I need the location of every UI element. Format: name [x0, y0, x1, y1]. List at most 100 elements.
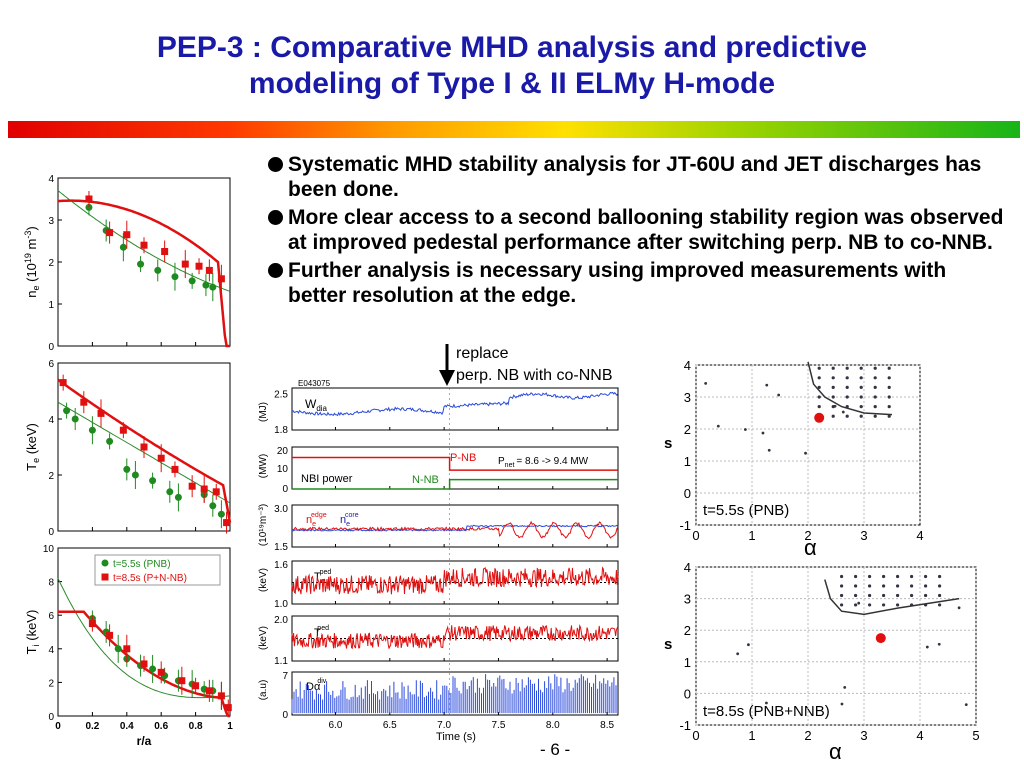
mode-point — [896, 593, 900, 598]
trace-y-tick: 1.1 — [274, 656, 288, 667]
mode-point — [831, 376, 835, 380]
profile-legend: t=5.5s (PNB) t=8.5s (P+N-NB) — [94, 554, 221, 586]
title-line-1: PEP-3 : Comparative MHD analysis and pre… — [156, 31, 868, 64]
mode-point — [924, 584, 928, 588]
y-tick-label: 2 — [48, 258, 54, 269]
pnb-point — [166, 488, 174, 496]
mode-point — [765, 701, 768, 705]
pnnb-point — [140, 241, 148, 249]
bullet-dot-icon — [268, 263, 283, 278]
y-tick-label: 4 — [48, 645, 54, 656]
mode-point — [840, 593, 844, 598]
pnnb-point — [205, 687, 213, 695]
x-tick-label: 0.8 — [189, 721, 203, 732]
mode-point — [845, 385, 849, 389]
mode-point — [887, 405, 891, 409]
bullet-item: Systematic MHD stability analysis for JT… — [268, 152, 1008, 202]
mode-point — [817, 376, 821, 380]
mode-point — [910, 593, 914, 598]
pnnb-point — [205, 266, 213, 274]
stability-y-tick: 2 — [684, 623, 691, 638]
ne-edge-trace — [291, 520, 619, 540]
mode-point — [831, 414, 835, 418]
mode-point — [873, 376, 877, 380]
te-axis-label: Te (keV) — [24, 423, 41, 471]
profile-x-label: r/a — [137, 734, 152, 748]
mode-point — [910, 584, 914, 588]
y-tick-label: 0 — [48, 342, 54, 353]
mode-point — [868, 574, 872, 579]
mode-point — [868, 584, 872, 588]
stability-y-tick: 0 — [684, 686, 691, 701]
mode-point — [859, 395, 863, 399]
trace-panel-frame — [291, 387, 619, 431]
pnb-point — [209, 502, 217, 510]
trace-panel-frame — [291, 671, 619, 716]
y-tick-label: 2 — [48, 678, 54, 689]
stability-x-tick: 2 — [804, 528, 811, 543]
mode-point — [817, 366, 821, 370]
mode-point — [841, 410, 845, 414]
mode-point — [817, 385, 821, 389]
time-tick-label: 8.0 — [546, 720, 560, 731]
annotation-line-1: replace — [456, 345, 509, 362]
mode-point — [840, 603, 844, 607]
pnb-point — [88, 426, 96, 434]
mode-point — [938, 603, 942, 607]
pnnb-point — [80, 398, 88, 406]
y-tick-label: 4 — [48, 174, 54, 185]
time-tick-label: 6.5 — [383, 720, 397, 731]
ne-core-label: necore — [340, 512, 359, 528]
mode-point — [910, 574, 914, 579]
s-label-top: s — [664, 435, 672, 452]
slide-title: PEP-3 : Comparative MHD analysis and pre… — [0, 30, 1024, 102]
stability-y-tick: 1 — [684, 655, 691, 670]
mode-point — [938, 574, 942, 579]
mode-point — [831, 385, 835, 389]
da-label: Dαdiv — [306, 678, 327, 693]
mode-point — [882, 603, 886, 607]
top-diagram-label: t=5.5s (PNB) — [703, 502, 789, 519]
mode-point — [924, 574, 928, 579]
stability-x-tick: 1 — [748, 528, 755, 543]
mode-point — [743, 428, 747, 431]
stability-y-tick: 4 — [684, 358, 691, 373]
mode-point — [845, 414, 849, 418]
mode-point — [704, 381, 708, 385]
wdia-unit: (MJ) — [258, 402, 269, 422]
ti-ped-trace — [291, 623, 619, 650]
mode-point — [736, 652, 740, 656]
pnb-point — [217, 510, 225, 518]
pnnb-point — [188, 482, 196, 490]
stability-x-tick: 3 — [860, 728, 867, 743]
y-tick-label: 2 — [48, 471, 54, 482]
mode-point — [887, 395, 891, 399]
s-label-bottom: s — [664, 636, 672, 653]
pnnb-point — [217, 692, 225, 700]
pnb-point — [131, 471, 139, 479]
pnnb-point — [59, 379, 67, 387]
pnnb-point — [119, 426, 127, 434]
y-tick-label: 6 — [48, 359, 54, 370]
page-number: - 6 - — [540, 740, 571, 759]
pnnb-point — [212, 488, 220, 496]
y-tick-label: 3 — [48, 216, 54, 227]
operating-point — [814, 412, 825, 423]
mode-point — [896, 574, 900, 579]
stability-x-tick: 0 — [692, 728, 699, 743]
pnnb-fit-line — [57, 199, 230, 348]
pnnb-point — [106, 631, 114, 639]
pnb-point — [154, 266, 162, 274]
time-tick-label: 8.5 — [600, 720, 614, 731]
pnnb-point — [88, 620, 96, 628]
y-tick-label: 4 — [48, 415, 54, 426]
mode-point — [937, 642, 941, 646]
pnnb-point — [106, 229, 114, 237]
stability-y-tick: 3 — [684, 390, 691, 405]
pnb-point — [106, 437, 114, 445]
mode-point — [896, 584, 900, 588]
alpha-label-bottom: α — [829, 739, 842, 764]
legend-pnb: t=5.5s (PNB) — [113, 559, 171, 570]
mode-point — [765, 383, 769, 387]
stability-x-tick: 1 — [748, 728, 755, 743]
